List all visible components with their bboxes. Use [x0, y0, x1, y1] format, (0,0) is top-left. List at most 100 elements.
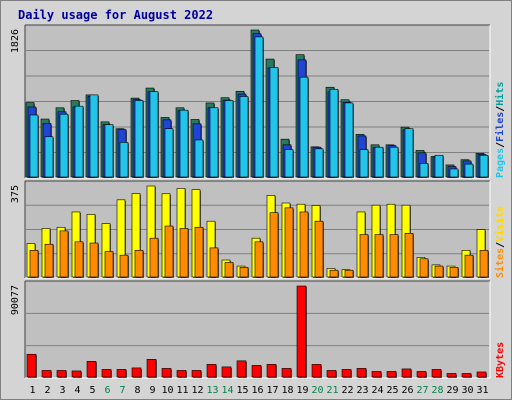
pages-bar — [464, 163, 474, 178]
sites-bar — [44, 243, 54, 278]
pages-bar — [404, 128, 414, 178]
sites-bar — [179, 228, 189, 278]
pages-bar — [269, 67, 279, 178]
panel-bottom-legend: KBytes — [495, 342, 506, 378]
kbytes-bar — [221, 366, 232, 378]
x-tick-label: 17 — [266, 385, 278, 396]
sites-bar — [29, 250, 39, 278]
sites-bar — [464, 254, 474, 278]
sites-bar — [314, 220, 324, 278]
pages-bar — [89, 94, 99, 178]
sites-bar — [389, 234, 399, 278]
x-tick-label: 22 — [341, 385, 353, 396]
kbytes-bar — [206, 364, 217, 378]
panel-middle-ymax-label: 375 — [10, 185, 21, 203]
sites-bar — [239, 266, 249, 278]
x-tick-label: 25 — [386, 385, 398, 396]
kbytes-bar — [236, 360, 247, 378]
x-tick-label: 13 — [206, 385, 218, 396]
x-tick-label: 28 — [431, 385, 443, 396]
legend-separator: / — [495, 142, 506, 148]
panel-bottom-ymax-label: 90077 — [10, 285, 21, 315]
legend-pages: Pages — [495, 148, 506, 178]
kbytes-bar — [281, 368, 292, 378]
kbytes-bar — [446, 373, 457, 378]
kbytes-bar — [476, 371, 487, 378]
sites-bar — [119, 254, 129, 278]
x-tick-label: 18 — [281, 385, 293, 396]
sites-bar — [434, 265, 444, 278]
pages-bar — [374, 146, 384, 178]
sites-bar — [449, 266, 459, 278]
kbytes-bar — [161, 368, 172, 378]
x-tick-label: 19 — [296, 385, 308, 396]
sites-bar — [284, 207, 294, 278]
pages-bar — [344, 102, 354, 178]
sites-bar — [164, 225, 174, 278]
x-tick-label: 2 — [44, 385, 50, 396]
x-tick-label: 29 — [446, 385, 458, 396]
panel-bottom — [25, 281, 490, 378]
pages-bar — [359, 149, 369, 178]
pages-bar — [434, 154, 444, 178]
legend-hits: Hits — [494, 82, 506, 106]
kbytes-bar — [371, 371, 382, 378]
pages-bar — [29, 114, 39, 178]
kbytes-bar — [416, 371, 427, 378]
pages-bar — [74, 105, 84, 178]
x-tick-label: 30 — [461, 385, 473, 396]
legend-visits: Visits — [494, 206, 506, 242]
sites-bar — [194, 226, 204, 278]
sites-bar — [134, 250, 144, 278]
x-tick-label: 14 — [221, 385, 233, 396]
x-tick-label: 4 — [74, 385, 80, 396]
x-tick-label: 7 — [119, 385, 125, 396]
panel-top-ymax-label: 1826 — [10, 29, 21, 53]
pages-bar — [44, 136, 54, 178]
sites-bar — [104, 251, 114, 278]
kbytes-bar — [41, 370, 52, 378]
sites-bar — [89, 242, 99, 278]
legend-sites: Sites — [494, 248, 506, 278]
sites-bar — [224, 262, 234, 278]
pages-bar — [314, 148, 324, 178]
x-tick-label: 21 — [326, 385, 338, 396]
legend-separator: / — [495, 106, 506, 112]
kbytes-bar — [431, 369, 442, 378]
kbytes-bar — [326, 370, 337, 378]
pages-bar — [59, 113, 69, 178]
sites-bar — [299, 211, 309, 278]
sites-bar — [209, 247, 219, 278]
sites-bar — [404, 233, 414, 278]
x-tick-label: 27 — [416, 385, 428, 396]
legend-files: Files — [494, 112, 506, 142]
sites-bar — [269, 212, 279, 278]
pages-bar — [104, 124, 114, 178]
pages-bar — [224, 100, 234, 178]
kbytes-bar — [461, 373, 472, 378]
panel-top-legend: Pages/Files/Hits — [494, 82, 506, 178]
pages-bar — [479, 154, 489, 178]
x-tick-label: 8 — [134, 385, 140, 396]
pages-bar — [419, 163, 429, 178]
x-tick-label: 6 — [104, 385, 110, 396]
kbytes-bar — [341, 369, 352, 378]
legend-separator: / — [495, 242, 506, 248]
kbytes-bar — [56, 370, 67, 378]
x-tick-label: 10 — [161, 385, 173, 396]
x-tick-label: 16 — [251, 385, 263, 396]
chart-title: Daily usage for August 2022 — [18, 8, 213, 22]
pages-bar — [389, 146, 399, 178]
legend-kbytes: KBytes — [495, 342, 506, 378]
kbytes-bar — [116, 369, 127, 378]
sites-bar — [329, 269, 339, 278]
x-tick-label: 15 — [236, 385, 248, 396]
x-tick-label: 3 — [59, 385, 65, 396]
sites-bar — [344, 269, 354, 278]
sites-bar — [359, 234, 369, 278]
pages-bar — [134, 100, 144, 178]
kbytes-bar — [251, 365, 262, 378]
pages-bar — [254, 36, 264, 178]
kbytes-bar — [296, 285, 307, 378]
